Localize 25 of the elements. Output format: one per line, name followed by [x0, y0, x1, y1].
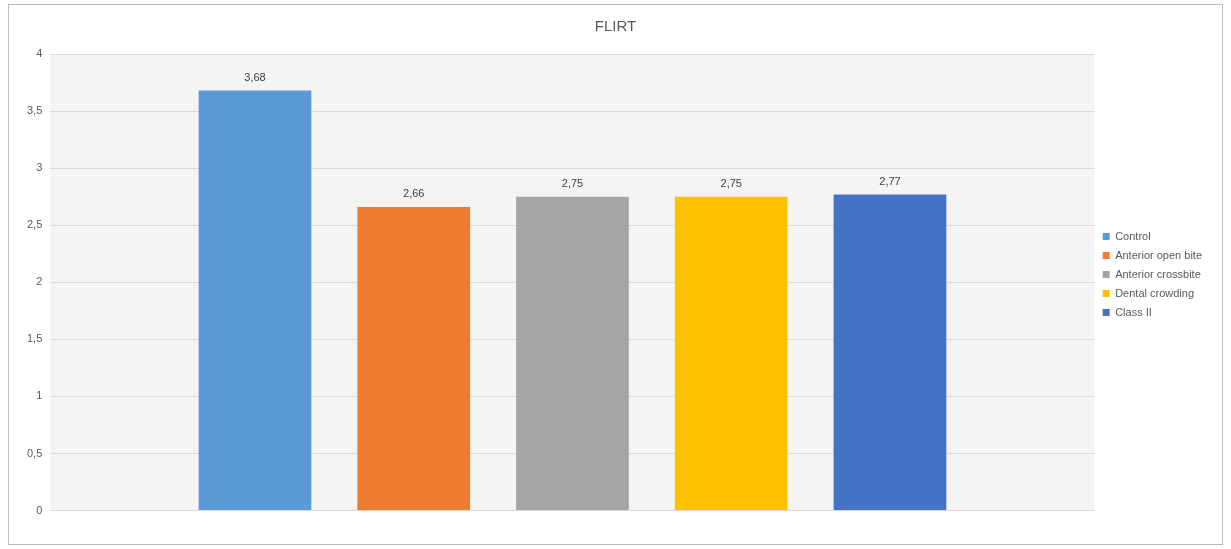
y-tick-label: 0,5	[26, 446, 43, 459]
y-tick-label: 3,5	[26, 104, 43, 117]
data-label: 2,75	[720, 177, 742, 190]
legend-label: Class II	[1115, 305, 1152, 318]
data-label: 3,68	[244, 71, 266, 84]
y-tick-label: 1	[36, 389, 43, 402]
chart-title: FLIRT	[594, 17, 637, 35]
y-tick-label: 0	[36, 503, 43, 516]
y-tick-label: 3	[36, 161, 43, 174]
bar	[357, 206, 471, 511]
bar	[674, 196, 788, 511]
legend-label: Dental crowding	[1115, 286, 1195, 299]
bar	[516, 196, 629, 511]
data-label: 2,66	[403, 187, 425, 200]
bar	[198, 90, 312, 511]
legend-label: Control	[1115, 229, 1151, 242]
y-tick-label: 2	[36, 275, 43, 288]
data-label: 2,77	[879, 174, 901, 187]
y-tick-label: 4	[36, 47, 43, 60]
y-tick-label: 2,5	[26, 218, 43, 231]
data-label: 2,75	[561, 177, 584, 190]
bar	[833, 194, 947, 511]
legend-label: Anterior open bite	[1115, 248, 1203, 261]
y-tick-label: 1,5	[26, 332, 43, 345]
legend-label: Anterior crossbite	[1115, 267, 1201, 280]
